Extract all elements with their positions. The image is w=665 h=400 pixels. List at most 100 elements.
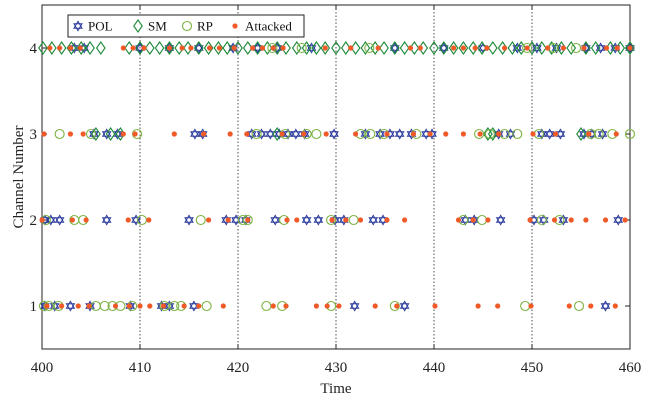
point-attacked (384, 131, 390, 137)
point-sm (85, 41, 95, 55)
point-attacked (166, 45, 172, 51)
point-attacked (323, 131, 329, 137)
point-attacked (225, 217, 231, 223)
point-attacked (283, 303, 289, 309)
point-pol (301, 214, 312, 226)
legend-label-sm: SM (148, 19, 167, 34)
point-attacked (402, 217, 408, 223)
point-sm (438, 41, 449, 55)
point-attacked (528, 303, 534, 309)
point-attacked (627, 45, 633, 51)
point-sm (144, 41, 155, 55)
point-attacked (125, 217, 131, 223)
point-sm (448, 41, 459, 55)
point-sm (105, 127, 116, 141)
point-attacked (410, 131, 417, 137)
point-attacked (496, 131, 502, 137)
legend-label-attacked: Attacked (245, 19, 292, 34)
point-pol (252, 42, 263, 54)
legend-marker-rp (181, 20, 193, 32)
point-sm (272, 127, 283, 141)
point-attacked (120, 45, 126, 51)
point-attacked (581, 45, 587, 51)
point-attacked (181, 303, 187, 309)
point-attacked (280, 45, 286, 51)
point-attacked (201, 131, 207, 137)
point-attacked (67, 45, 74, 51)
point-attacked (294, 217, 300, 223)
legend-marker-sm (133, 19, 143, 33)
point-rp (522, 42, 533, 54)
point-attacked (472, 45, 478, 51)
point-attacked (231, 45, 237, 51)
point-sm (360, 41, 371, 55)
y-tick-labels: 1 2 3 4 (30, 41, 38, 315)
point-pol (256, 128, 267, 140)
point-sm (222, 41, 233, 55)
point-sm (483, 127, 493, 141)
point-attacked (586, 131, 592, 137)
point-rp (474, 128, 485, 140)
point-sm (95, 41, 106, 55)
point-pol (349, 300, 360, 312)
x-tick-label: 460 (619, 360, 642, 376)
point-rp (484, 128, 495, 140)
point-sm (213, 41, 224, 55)
point-attacked (59, 303, 65, 309)
point-attacked (270, 303, 276, 309)
point-sm (154, 41, 165, 55)
point-pol (536, 128, 547, 140)
point-attacked (80, 131, 86, 137)
point-attacked (313, 303, 319, 309)
point-sm (320, 41, 331, 55)
point-attacked (171, 131, 177, 137)
point-attacked (501, 45, 508, 51)
point-attacked (552, 131, 559, 137)
point-attacked (57, 45, 63, 51)
point-sm (311, 41, 322, 55)
point-attacked (75, 303, 81, 309)
point-rp (267, 42, 278, 54)
point-sm (379, 41, 389, 55)
point-attacked (41, 131, 47, 137)
x-tick-labels: 400 410 420 430 440 450 460 (31, 360, 642, 376)
point-attacked (612, 303, 618, 309)
point-attacked (227, 131, 233, 137)
point-rp (593, 128, 604, 140)
point-sm (252, 41, 263, 55)
point-sm (389, 41, 400, 55)
point-pol (495, 214, 506, 226)
x-tick-label: 430 (325, 360, 348, 376)
point-pol (389, 42, 400, 54)
y-tick-label: 3 (30, 127, 38, 143)
x-tick-label: 440 (423, 360, 446, 376)
point-attacked (432, 303, 438, 309)
point-attacked (86, 303, 92, 309)
point-attacked (188, 45, 194, 51)
point-attacked (196, 303, 202, 309)
point-attacked (324, 303, 330, 309)
point-sm (301, 41, 312, 55)
point-pol (190, 128, 200, 140)
point-rp (326, 214, 337, 226)
point-pol (184, 214, 194, 226)
point-pol (265, 128, 276, 140)
point-sm (66, 41, 77, 55)
point-pol (283, 128, 293, 140)
point-pol (101, 128, 112, 140)
x-tick-label: 420 (227, 360, 250, 376)
point-attacked (451, 45, 457, 51)
data-markers (38, 41, 636, 312)
point-attacked (126, 303, 132, 309)
point-pol (368, 214, 379, 226)
legend-label-pol: POL (88, 19, 113, 34)
point-rp (573, 300, 585, 312)
point-pol (438, 42, 449, 54)
point-sm (38, 41, 48, 55)
point-pol (65, 300, 76, 312)
point-attacked (484, 45, 490, 51)
point-attacked (220, 303, 226, 309)
point-attacked (67, 131, 74, 137)
point-attacked (460, 45, 466, 51)
point-sm (527, 41, 537, 55)
